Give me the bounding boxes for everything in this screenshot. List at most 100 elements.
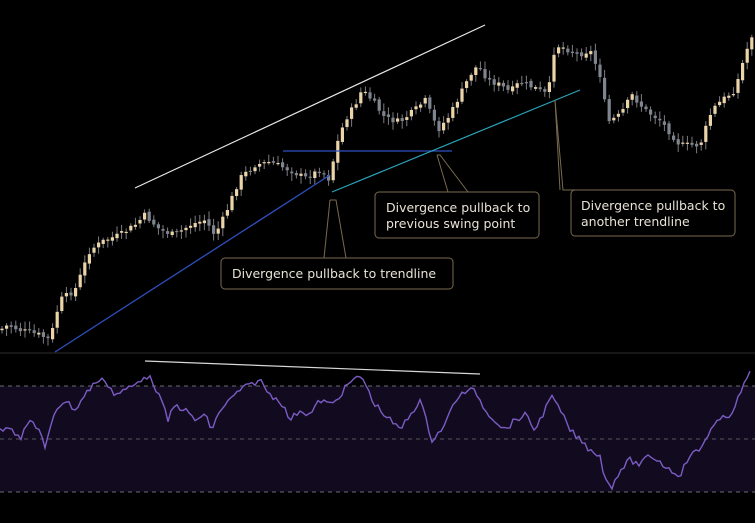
candle-body (147, 211, 151, 221)
candle-body (745, 48, 749, 63)
candle-body (23, 329, 27, 331)
candle-body (718, 101, 722, 106)
candle-body (699, 142, 703, 145)
candle-body (639, 101, 643, 107)
candle-body (474, 67, 478, 75)
candle-body (727, 95, 731, 98)
candle-body (78, 274, 82, 288)
candle-body (386, 114, 390, 117)
candle-body (520, 82, 524, 85)
candle-body (400, 118, 404, 122)
candle-body (32, 330, 36, 334)
price-panel-background (0, 0, 755, 352)
callout-text: another trendline (581, 214, 690, 229)
candle-body (598, 64, 602, 78)
callout-pointer (436, 154, 449, 193)
candle-body (74, 288, 78, 297)
candle-body (299, 173, 303, 176)
candle-body (202, 220, 206, 224)
candle-body (193, 223, 197, 228)
candle-body (327, 175, 331, 181)
candle-body (345, 119, 349, 128)
candle-body (552, 54, 556, 82)
candle-body (658, 118, 662, 121)
candle-body (230, 195, 234, 211)
candle-body (382, 111, 386, 116)
candle-body (331, 161, 335, 181)
candle-body (55, 311, 59, 328)
candle-body (83, 262, 87, 276)
candle-body (529, 80, 533, 88)
candle-body (239, 175, 243, 190)
candle-body (451, 107, 455, 118)
candle-body (198, 221, 202, 224)
callout-text: previous swing point (386, 216, 515, 231)
candle-body (423, 97, 427, 104)
candle-body (87, 254, 91, 264)
candle-body (524, 82, 528, 84)
candle-body (368, 92, 372, 99)
candle-body (515, 83, 519, 88)
candle-body (115, 233, 119, 239)
candle-body (690, 142, 694, 145)
candle-body (336, 140, 340, 163)
candle-body (14, 325, 18, 330)
candle-body (419, 104, 423, 108)
candle-body (267, 161, 271, 164)
candle-body (635, 95, 639, 103)
candle-body (722, 96, 726, 104)
candle-body (225, 210, 229, 216)
candle-body (129, 225, 133, 231)
callout-pointer (323, 199, 331, 259)
candle-body (290, 171, 294, 174)
candle-body (731, 94, 735, 96)
candle-body (175, 230, 179, 233)
candle-body (455, 101, 459, 108)
candle-body (377, 99, 381, 111)
candle-body (110, 237, 114, 241)
candle-body (294, 173, 298, 176)
candle-body (506, 85, 510, 90)
candle-body (258, 163, 262, 167)
candle-body (469, 74, 473, 81)
candle-body (593, 50, 597, 64)
candle-body (235, 189, 239, 196)
candle-body (704, 125, 708, 142)
candle-body (501, 82, 505, 87)
candle-body (575, 52, 579, 54)
candle-body (276, 162, 280, 165)
candle-body (570, 51, 574, 54)
candle-body (152, 219, 156, 225)
candle-body (460, 88, 464, 102)
candle-body (396, 118, 400, 122)
candle-body (28, 329, 32, 331)
candle-body (161, 228, 165, 231)
candle-body (409, 109, 413, 117)
candle-body (428, 97, 432, 109)
candle-body (271, 161, 275, 163)
main-trendline (54, 174, 331, 353)
second-trendline (331, 89, 581, 193)
upper-channel-line (134, 24, 486, 189)
candle-body (156, 224, 160, 229)
candle-body (212, 225, 216, 234)
candle-body (313, 171, 317, 179)
candle-body (354, 104, 358, 108)
candle-body (662, 121, 666, 125)
oscillator-line (0, 370, 751, 491)
candle-body (557, 47, 561, 54)
candle-body (253, 167, 257, 172)
callout-pointer (554, 99, 561, 191)
candle-body (405, 117, 409, 120)
candle-body (741, 62, 745, 81)
candle-body (607, 99, 611, 122)
candle-body (101, 239, 105, 244)
candle-body (676, 139, 680, 145)
oscillator-divergence-line (144, 360, 481, 375)
candle-body (308, 176, 312, 178)
callout-pointer (437, 154, 469, 193)
candle-body (51, 328, 55, 340)
callout-box (570, 189, 736, 237)
